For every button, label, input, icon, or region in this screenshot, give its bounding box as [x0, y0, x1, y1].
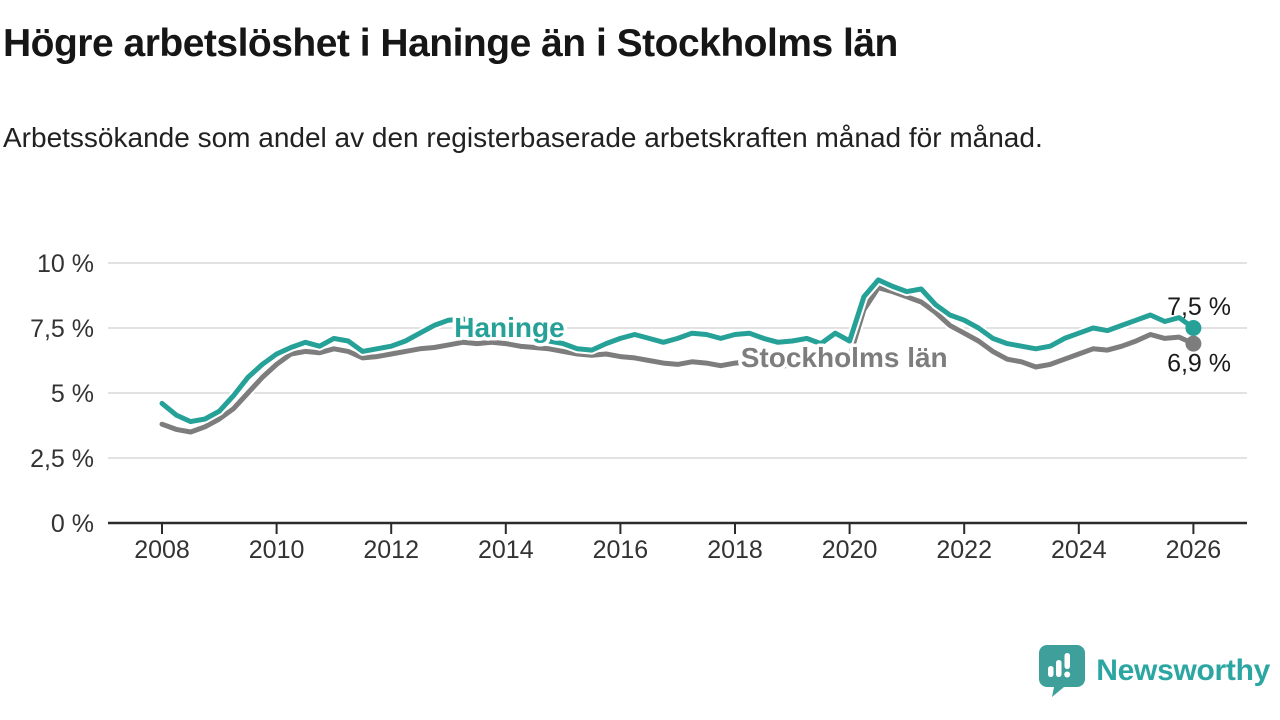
x-tick-label: 2022	[936, 536, 992, 564]
y-tick-label: 10 %	[37, 250, 94, 278]
x-tick-label: 2008	[134, 536, 190, 564]
series-label-stockholms-l-n: Stockholms län	[741, 342, 948, 373]
end-dot-haninge	[1185, 320, 1202, 336]
logo-barchart-icon	[1048, 653, 1071, 678]
x-tick-label: 2020	[822, 536, 878, 564]
y-tick-label: 5 %	[51, 380, 94, 408]
end-value-label-stockholms-l-n: 6,9 %	[1167, 350, 1231, 378]
x-tick-label: 2014	[478, 536, 534, 564]
end-value-label-haninge: 7,5 %	[1167, 293, 1231, 321]
chart-subtitle: Arbetssökande som andel av den registerb…	[3, 122, 1043, 153]
series-label-haninge: Haninge	[454, 312, 564, 343]
series-line-haninge	[159, 277, 1196, 425]
x-tick-label: 2010	[249, 536, 305, 564]
newsworthy-logo-icon	[1039, 645, 1086, 697]
line-casing-stockholms-l-n	[157, 283, 1198, 437]
y-tick-label: 7,5 %	[30, 315, 94, 343]
x-tick-label: 2026	[1166, 536, 1222, 564]
chart-title: Högre arbetslöshet i Haninge än i Stockh…	[3, 22, 898, 65]
x-tick-label: 2024	[1051, 536, 1107, 564]
newsworthy-logo: Newsworthy	[1038, 644, 1270, 698]
x-tick-label: 2016	[593, 536, 649, 564]
newsworthy-logo-text: Newsworthy	[1096, 654, 1270, 687]
y-tick-label: 2,5 %	[30, 445, 94, 473]
series-line-stockholms-l-n	[159, 285, 1196, 435]
x-tick-label: 2012	[363, 536, 419, 564]
x-tick-label: 2018	[707, 536, 763, 564]
chart-header: Högre arbetslöshet i Haninge än i Stockh…	[3, 22, 1273, 153]
end-dot-stockholms-l-n	[1185, 335, 1202, 352]
y-tick-label: 0 %	[51, 510, 94, 538]
